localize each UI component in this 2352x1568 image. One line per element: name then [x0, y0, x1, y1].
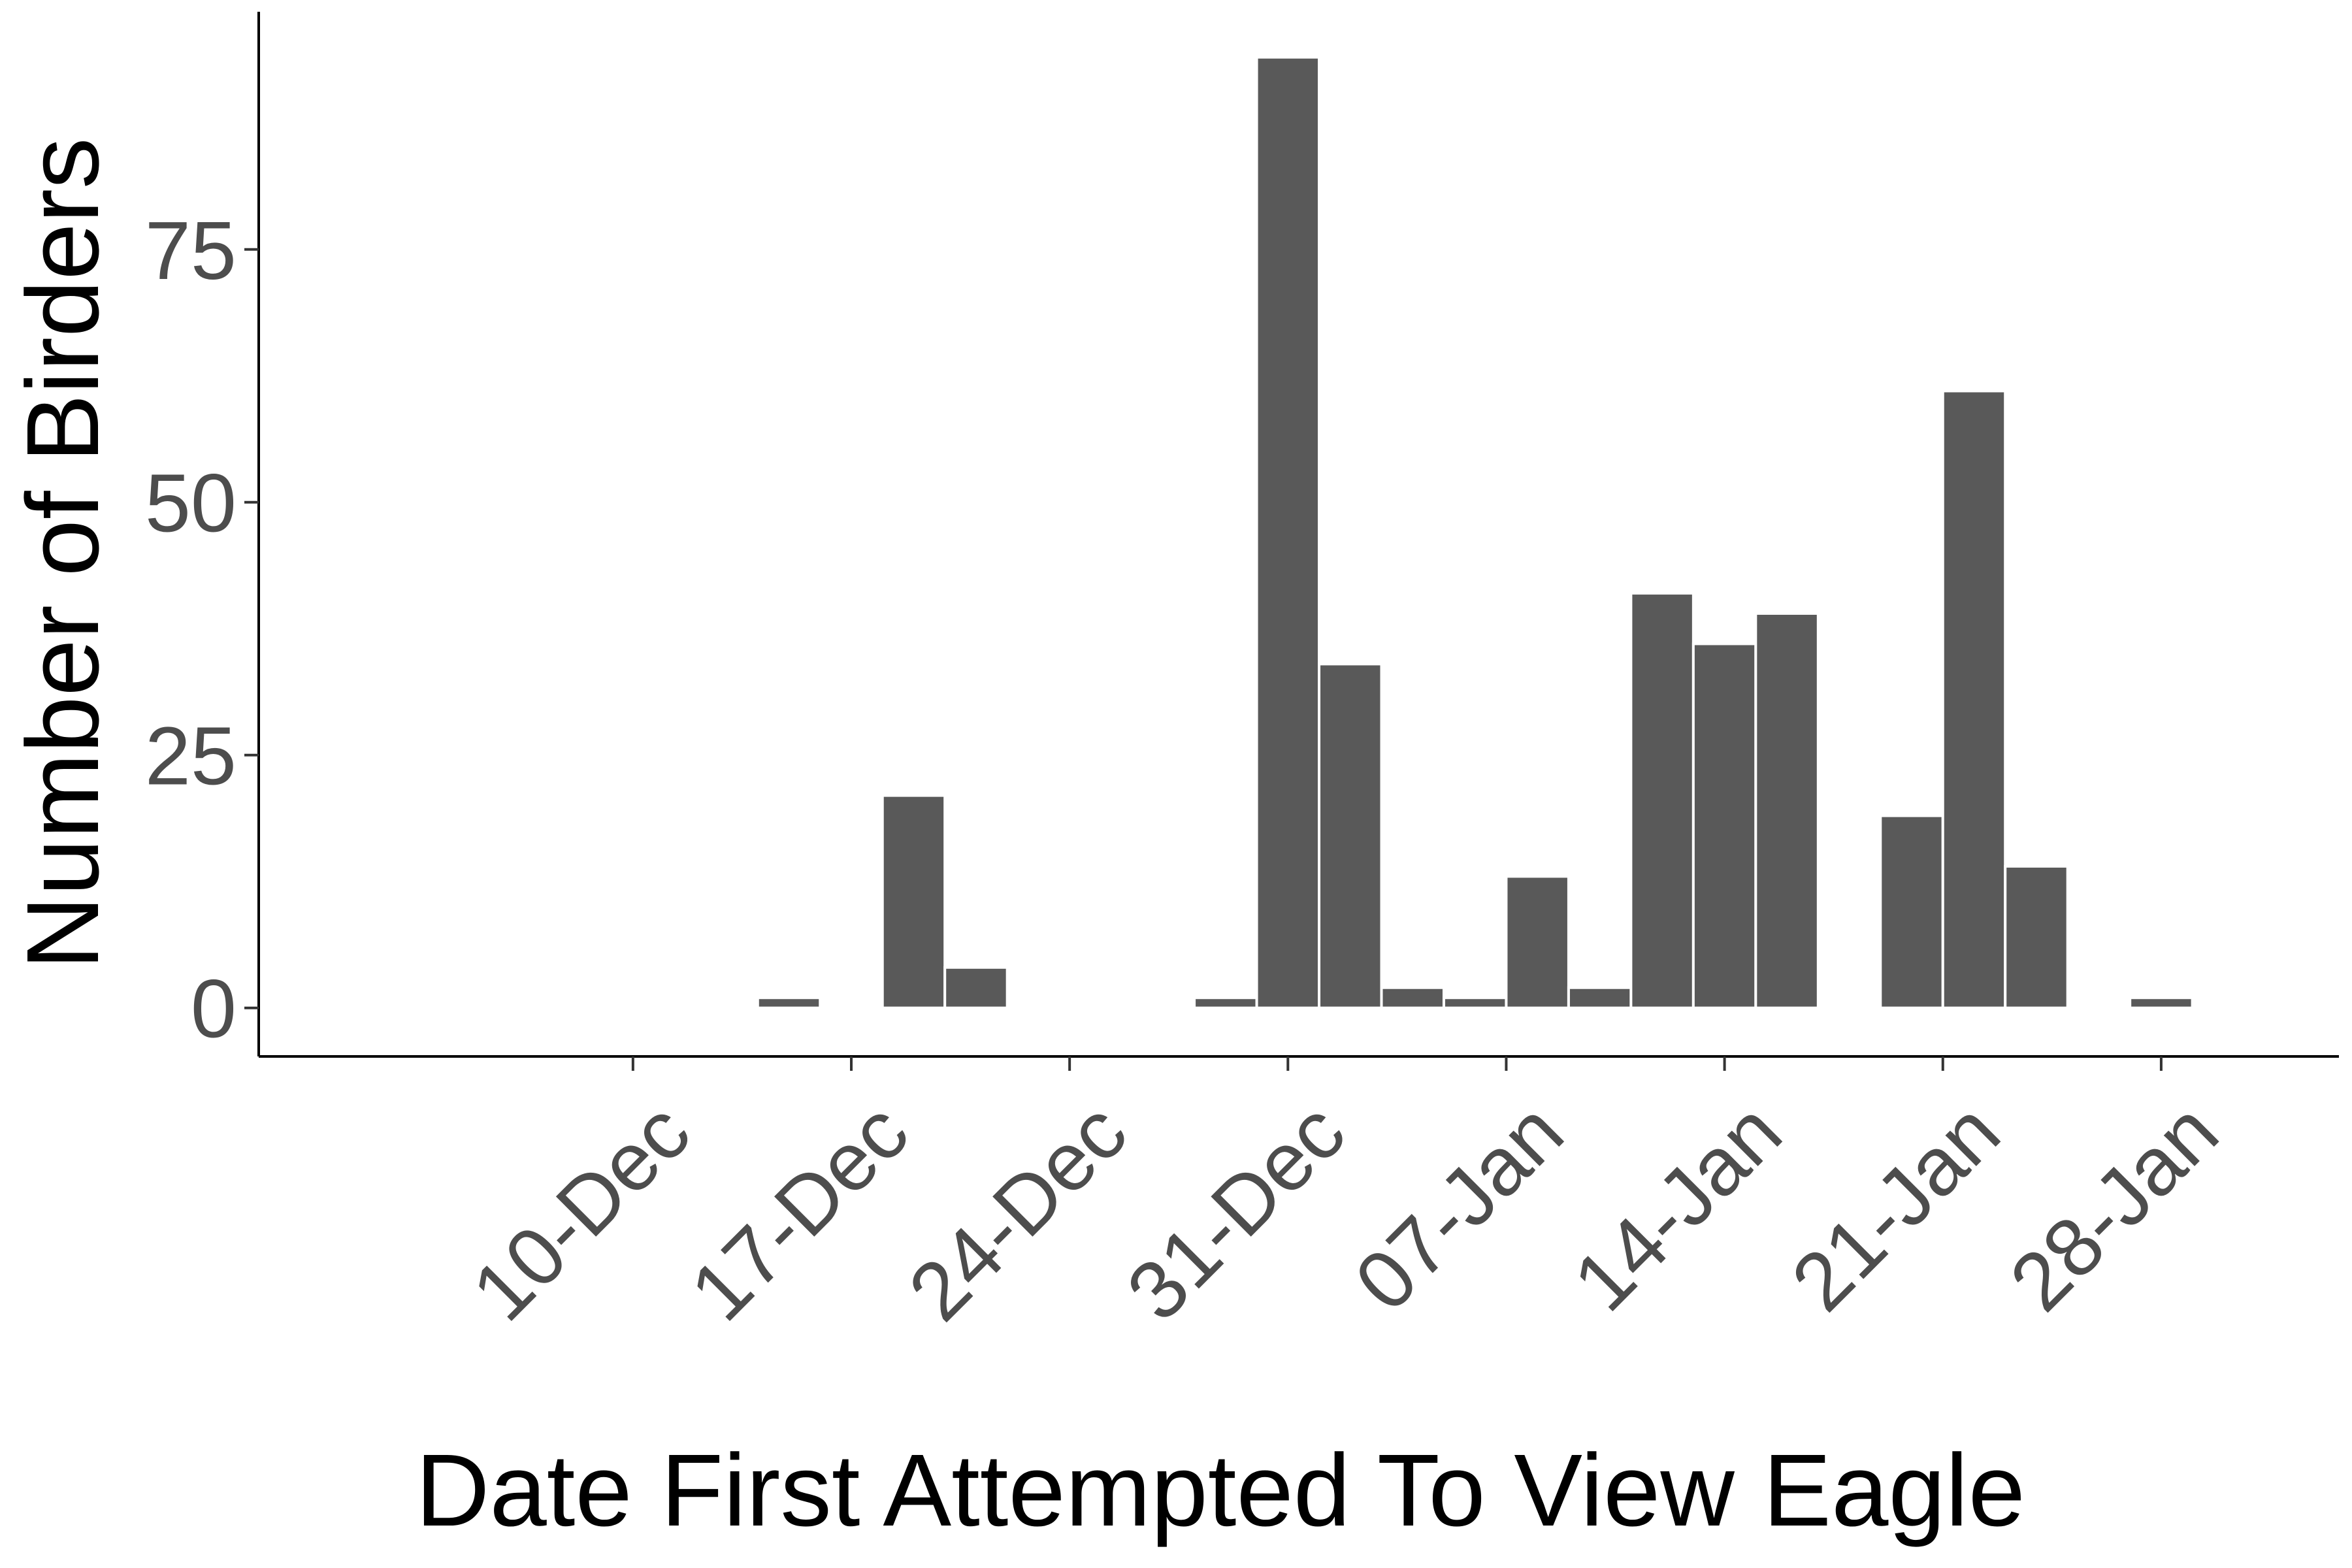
x-tick-label: 07-Jan: [1337, 1085, 1580, 1328]
histogram-bar: [1442, 996, 1508, 1009]
x-tick-label: 31-Dec: [1109, 1085, 1362, 1338]
histogram-bar: [1193, 996, 1258, 1009]
y-axis-ticks: 0 25 50 75: [145, 204, 259, 1055]
histogram-bar: [2004, 864, 2069, 1009]
x-tick-label: 24-Dec: [891, 1085, 1144, 1338]
histogram-bar: [1941, 389, 2007, 1009]
histogram-bar: [1691, 642, 1757, 1009]
x-tick-label: 28-Jan: [1992, 1085, 2235, 1328]
bars-group: [756, 56, 2194, 1009]
x-axis-ticks: 10-Dec17-Dec24-Dec31-Dec07-Jan14-Jan21-J…: [454, 1056, 2235, 1338]
histogram-bar: [1380, 986, 1445, 1009]
y-tick-label: 0: [191, 963, 237, 1055]
y-tick-label: 25: [145, 710, 237, 802]
histogram-bar: [1567, 986, 1633, 1009]
histogram-bar: [756, 996, 822, 1009]
y-axis-title: Number of Birders: [6, 138, 120, 970]
histogram-bar: [1629, 592, 1695, 1009]
x-tick-label: 14-Jan: [1556, 1085, 1799, 1328]
histogram-bar: [1879, 814, 1944, 1009]
histogram-bar: [1318, 662, 1383, 1009]
x-tick-label: 21-Jan: [1774, 1085, 2017, 1328]
x-axis-title: Date First Attempted To View Eagle: [416, 1433, 2025, 1548]
y-tick-label: 75: [145, 204, 237, 297]
x-tick-label: 10-Dec: [454, 1085, 707, 1338]
histogram-bar: [943, 966, 1009, 1009]
histogram-bar: [1505, 875, 1570, 1009]
x-tick-label: 17-Dec: [673, 1085, 926, 1338]
histogram-bar: [1255, 56, 1321, 1009]
histogram-bar: [2129, 996, 2194, 1009]
histogram-bar: [1754, 612, 1820, 1009]
histogram-bar: [881, 794, 947, 1009]
y-tick-label: 50: [145, 457, 237, 549]
